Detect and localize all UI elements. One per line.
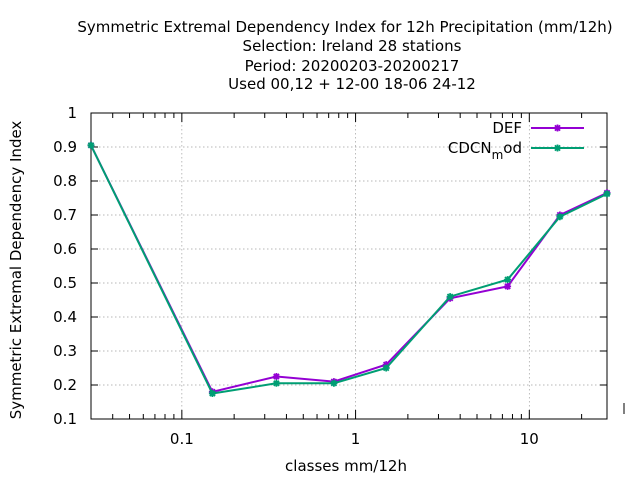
x-tick-label: 10: [520, 430, 539, 448]
point-marker: [556, 213, 564, 221]
point-marker: [446, 293, 454, 301]
title-line: Symmetric Extremal Dependency Index for …: [77, 18, 612, 36]
y-tick-label: 0.7: [53, 206, 77, 224]
point-marker: [382, 364, 390, 372]
chart-title: Symmetric Extremal Dependency Index for …: [77, 18, 612, 93]
plot-frame: [90, 112, 608, 420]
data-point: [603, 190, 611, 198]
y-tick-label: 0.6: [53, 240, 77, 258]
legend-marker: [554, 124, 561, 132]
data-point: [330, 379, 338, 387]
grid: [91, 113, 607, 419]
y-tick-label: 0.5: [53, 274, 77, 292]
legend-marker: [554, 144, 561, 152]
legend-label: DEF: [492, 119, 522, 137]
data-point: [87, 141, 95, 149]
y-tick-label: 0.1: [53, 410, 77, 428]
point-marker: [603, 190, 611, 198]
y-axis-label: Symmetric Extremal Dependency Index: [7, 121, 25, 420]
point-marker: [554, 124, 561, 132]
axes: [90, 112, 608, 420]
point-marker: [208, 390, 216, 397]
point-marker: [330, 379, 338, 387]
point-marker: [87, 141, 95, 149]
legend: DEF CDCNmod: [448, 119, 584, 162]
data-point: [272, 379, 280, 387]
y-tick-label: 1: [67, 104, 77, 122]
title-line: Selection: Ireland 28 stations: [243, 37, 462, 55]
x-axis-label: classes mm/12h: [285, 457, 407, 475]
y-tick-label: 0.3: [53, 342, 77, 360]
data-point: [504, 282, 512, 290]
title-line: Period: 20200203-20200217: [245, 57, 460, 75]
point-marker: [504, 276, 512, 284]
legend-label: CDCNmod: [448, 139, 522, 162]
y-tick-label: 0.2: [53, 376, 77, 394]
series-layer: [87, 141, 611, 397]
data-point: [504, 276, 512, 284]
y-tick-label: 0.9: [53, 138, 77, 156]
x-tick-label: 0.1: [170, 430, 194, 448]
data-point: [446, 293, 454, 301]
y-tick-label: 0.8: [53, 172, 77, 190]
point-marker: [272, 373, 280, 380]
point-marker: [554, 144, 561, 152]
data-point: [556, 213, 564, 221]
point-marker: [272, 379, 280, 387]
data-point: [382, 364, 390, 372]
point-marker: [504, 282, 512, 290]
x-tick-label: 1: [351, 430, 361, 448]
ticks: 0.1 0.2 0.3 0.4 0.5 0.6 0.7 0.8 0.9 1 0.1 1 10: [53, 104, 625, 448]
y-tick-label: 0.4: [53, 308, 77, 326]
title-line: Used 00,12 + 12-00 18-06 24-12: [228, 75, 476, 93]
data-point: [272, 373, 280, 380]
data-point: [208, 390, 216, 397]
